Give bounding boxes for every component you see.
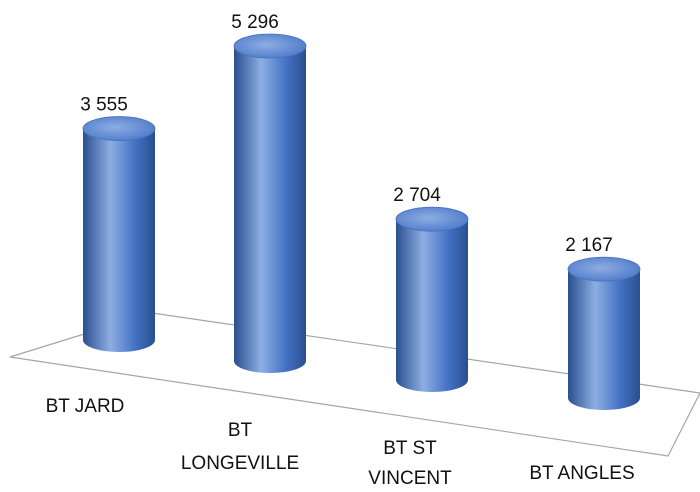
bar-2 (233, 33, 307, 373)
value-label: 3 555 (80, 95, 128, 116)
bar-top (567, 256, 641, 282)
category-label: BT (228, 420, 253, 441)
value-label: 2 167 (565, 235, 613, 256)
value-label: 5 296 (231, 12, 279, 33)
value-labels: 3 555 5 296 2 704 2 167 (80, 12, 613, 256)
category-label: BT ANGLES (529, 463, 634, 484)
category-label: BT JARD (46, 396, 125, 417)
bar-top (233, 33, 307, 59)
category-label: LONGEVILLE (181, 453, 299, 474)
bar-body (234, 46, 306, 373)
category-labels: BT JARD BT LONGEVILLE BT ST VINCENT BT ANGLES (46, 396, 635, 489)
bar-3 (395, 206, 469, 392)
bar-body (83, 128, 155, 352)
bar-top (395, 206, 469, 232)
bar-body (396, 219, 468, 392)
bar-4 (567, 256, 641, 410)
category-label: BT ST (383, 438, 437, 459)
bar-body (568, 269, 640, 410)
bar-top (82, 116, 156, 141)
bar-1 (82, 116, 156, 352)
bar-series (82, 33, 641, 410)
value-label: 2 704 (393, 185, 441, 206)
category-label: VINCENT (368, 468, 452, 489)
